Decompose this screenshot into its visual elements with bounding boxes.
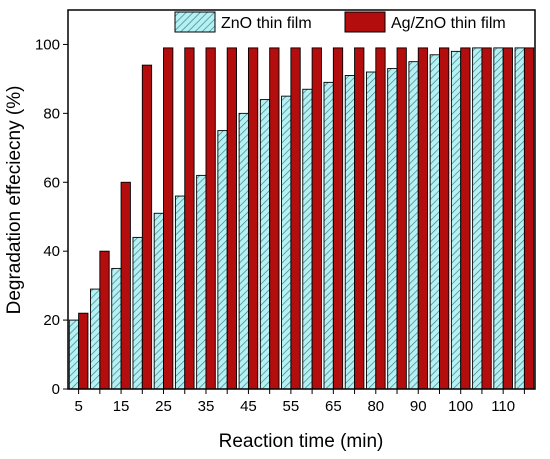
bar-zno-80: [366, 71, 377, 390]
bar-agzno-105: [481, 47, 492, 390]
bar-zno-55: [281, 95, 292, 390]
legend-swatch-zno: [174, 11, 216, 33]
bar-agzno-10: [99, 250, 110, 390]
bar-agzno-45: [247, 47, 259, 390]
bar-zno-85: [387, 68, 398, 390]
x-tick-label: 90: [410, 398, 427, 415]
bar-agzno-80: [375, 47, 386, 390]
bar-zno-15: [111, 267, 122, 390]
x-tick-label: 55: [283, 398, 300, 415]
bar-zno-25: [153, 212, 164, 390]
bar-agzno-70: [354, 47, 365, 390]
bar-agzno-85: [396, 47, 407, 390]
x-tick-label: 25: [155, 398, 172, 415]
bar-zno-70: [344, 75, 356, 390]
bar-zno-35: [196, 174, 207, 390]
bar-agzno-25: [163, 47, 174, 390]
plot-frame: [67, 9, 536, 390]
bar-zno-30: [174, 195, 186, 390]
bar-zno-10: [90, 288, 101, 390]
y-axis-title: Degradation effeciecny (%): [4, 86, 25, 315]
y-tick-label: 60: [43, 174, 60, 191]
x-tick-label: 35: [198, 398, 215, 415]
bar-agzno-100: [460, 47, 471, 390]
x-axis-title: Reaction time (min): [219, 431, 384, 452]
bar-zno-50: [259, 99, 271, 390]
bar-zno-60: [302, 88, 313, 390]
bar-zno-45: [238, 112, 249, 390]
bar-zno-115: [514, 47, 525, 390]
bar-agzno-95: [439, 47, 450, 390]
legend: ZnO thin film Ag/ZnO thin film: [174, 11, 506, 33]
x-tick-label: 80: [367, 398, 384, 415]
legend-label-zno: ZnO thin film: [221, 15, 312, 32]
bar-zno-110: [493, 47, 504, 390]
bar-agzno-30: [184, 47, 195, 390]
bar-agzno-50: [269, 47, 280, 390]
bar-agzno-90: [417, 47, 429, 390]
y-tick-label: 40: [43, 243, 60, 260]
bar-agzno-60: [311, 47, 322, 390]
bar-agzno-65: [332, 47, 344, 390]
y-tick-label: 100: [35, 36, 60, 53]
bar-zno-90: [408, 61, 419, 390]
bars-layer: [68, 47, 535, 390]
x-tick-label: 65: [325, 398, 342, 415]
x-tick-label: 15: [113, 398, 130, 415]
bar-agzno-20: [141, 64, 153, 390]
bar-zno-95: [429, 54, 440, 390]
bar-agzno-110: [502, 47, 513, 390]
bar-zno-100: [450, 50, 462, 390]
x-tick-label: 5: [74, 398, 82, 415]
bar-zno-40: [217, 130, 228, 390]
y-tick-label: 0: [52, 381, 60, 398]
axes-layer: 5 15 25 35 45 55 65 80 90 100 110 0 20 40 60 80 100: [35, 36, 525, 415]
x-tick-label: 100: [448, 398, 473, 415]
bar-agzno-55: [290, 47, 301, 390]
bar-agzno-115: [523, 47, 535, 390]
bar-zno-5: [68, 319, 80, 390]
bar-zno-65: [323, 81, 334, 390]
bar-agzno-5: [78, 312, 89, 390]
bar-zno-105: [472, 47, 483, 390]
bar-agzno-35: [205, 47, 216, 390]
legend-label-agzno: Ag/ZnO thin film: [391, 15, 506, 32]
y-tick-label: 80: [43, 105, 60, 122]
x-tick-label: 45: [240, 398, 257, 415]
bar-zno-20: [132, 236, 143, 390]
bar-agzno-40: [226, 47, 237, 390]
bar-agzno-15: [120, 181, 131, 390]
x-tick-label: 110: [491, 398, 515, 415]
y-tick-label: 20: [43, 312, 60, 329]
legend-swatch-agzno: [344, 11, 386, 33]
